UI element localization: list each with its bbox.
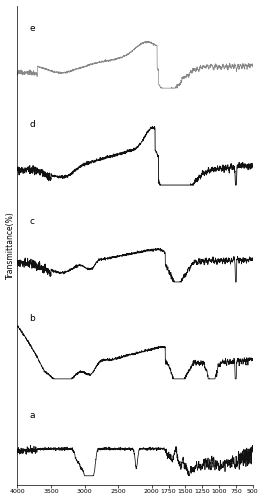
- Text: a: a: [29, 411, 35, 420]
- Text: b: b: [29, 314, 35, 323]
- Text: c: c: [29, 218, 34, 226]
- Text: e: e: [29, 24, 35, 32]
- Y-axis label: Transmittance(%): Transmittance(%): [6, 211, 15, 279]
- Text: d: d: [29, 120, 35, 130]
